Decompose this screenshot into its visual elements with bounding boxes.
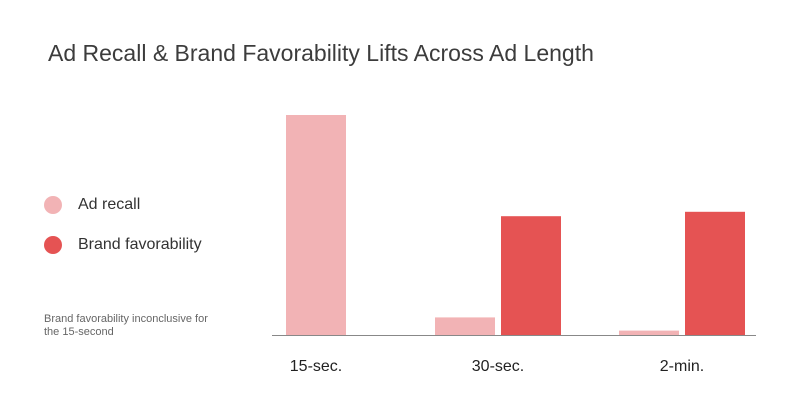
bar-brand-favorability-30-sec xyxy=(501,216,561,335)
bar-ad-recall-30-sec xyxy=(435,317,495,335)
footnote: Brand favorability inconclusive for the … xyxy=(44,313,208,338)
legend-item-ad-recall: Ad recall xyxy=(44,192,202,218)
x-tick-label-30-sec: 30-sec. xyxy=(472,358,524,375)
bar-ad-recall-2-min xyxy=(619,330,679,335)
chart-title: Ad Recall & Brand Favorability Lifts Acr… xyxy=(48,40,594,66)
legend-swatch-ad-recall xyxy=(44,196,62,214)
bar-ad-recall-15-sec xyxy=(286,115,346,335)
bar-brand-favorability-2-min xyxy=(685,211,745,335)
legend-swatch-brand-favorability xyxy=(44,236,62,254)
legend-label-brand-favorability: Brand favorability xyxy=(78,236,202,253)
x-tick-label-2-min: 2-min. xyxy=(660,358,704,375)
legend-item-brand-favorability: Brand favorability xyxy=(44,232,202,258)
legend-label-ad-recall: Ad recall xyxy=(78,196,141,213)
legend: Ad recall Brand favorability xyxy=(44,192,202,272)
x-tick-label-15-sec: 15-sec. xyxy=(290,358,342,375)
